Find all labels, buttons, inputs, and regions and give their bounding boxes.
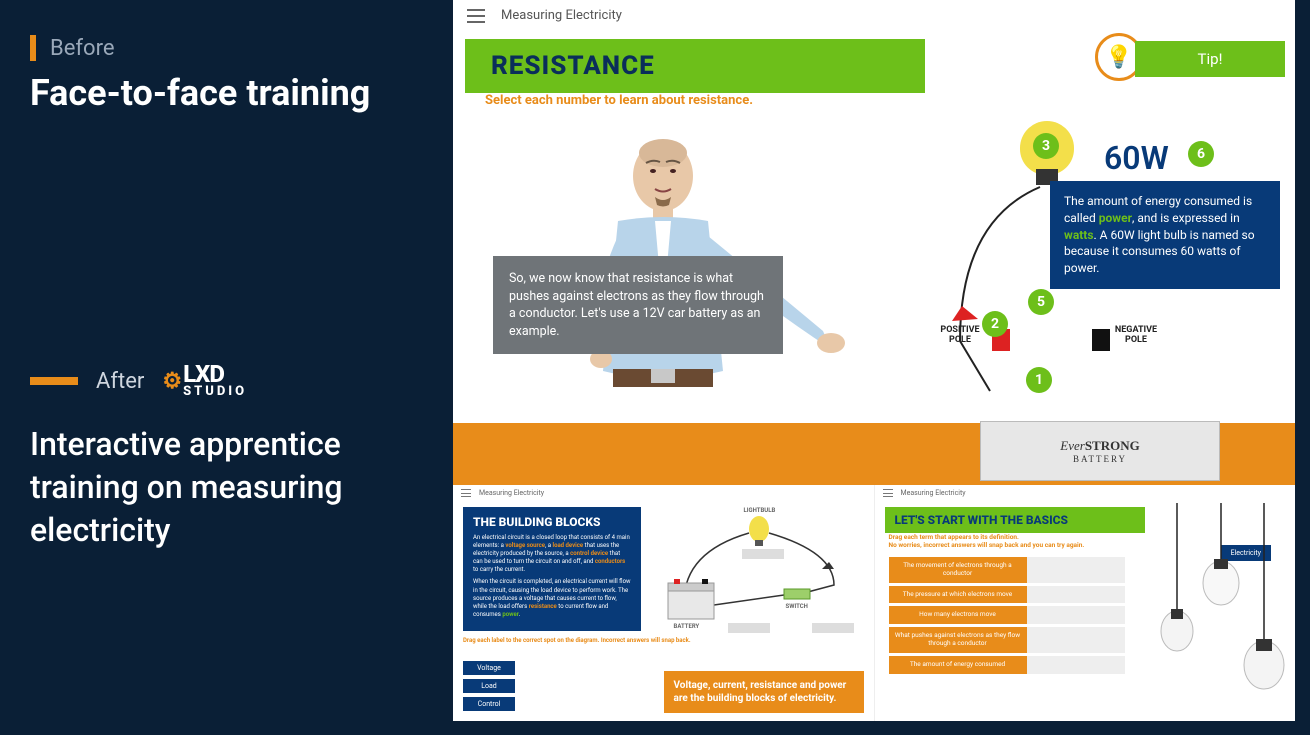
kw: resistance [529, 603, 557, 610]
drop-slot[interactable] [1027, 586, 1125, 604]
kw: conductors [595, 558, 625, 565]
wattage-label: 60W [1104, 139, 1169, 177]
hotspot-5[interactable]: 5 [1028, 289, 1054, 315]
before-label: Before [50, 36, 115, 61]
before-title: Face-to-face training [30, 73, 410, 114]
drop-slot[interactable] [812, 623, 854, 633]
drop-slot[interactable] [1027, 627, 1125, 653]
before-accent-bar [30, 35, 36, 61]
panel-heading: THE BUILDING BLOCKS [473, 515, 631, 529]
module-breadcrumb: Measuring Electricity [479, 489, 544, 497]
drag-instruction: Drag each label to the correct spot on t… [463, 637, 691, 645]
kw: voltage source [505, 542, 545, 549]
logo-text-top: LXD [183, 364, 247, 386]
drop-slot[interactable] [742, 549, 784, 559]
after-accent-bar [30, 377, 78, 385]
battery-sublabel: BATTERY [1073, 454, 1127, 464]
screenshot-composite: Measuring Electricity RESISTANCE 💡 Tip! … [453, 0, 1295, 718]
callout-text: , and is expressed in [1132, 211, 1240, 225]
after-title: Interactive apprentice training on measu… [30, 423, 410, 553]
mini-module-building-blocks: Measuring Electricity THE BUILDING BLOCK… [453, 485, 874, 721]
definition-cell: The pressure at which electrons move [889, 586, 1027, 604]
drop-slot[interactable] [1027, 656, 1125, 674]
tip-button[interactable]: Tip! [1135, 41, 1285, 77]
drag-token-load[interactable]: Load [463, 679, 515, 693]
negative-terminal [1092, 329, 1110, 351]
drag-token-voltage[interactable]: Voltage [463, 661, 515, 675]
definition-cell: What pushes against electrons as they fl… [889, 627, 1027, 653]
hotspot-6[interactable]: 6 [1188, 141, 1214, 167]
panel-text: . [519, 611, 521, 618]
logo-text-bottom: STUDIO [183, 386, 247, 398]
battery-brand: Ever [1060, 438, 1085, 453]
kw: load device [552, 542, 583, 549]
switch-label: SWITCH [786, 603, 808, 610]
definition-cell: How many electrons move [889, 606, 1027, 624]
module-breadcrumb: Measuring Electricity [901, 489, 966, 497]
page-title-banner: LET'S START WITH THE BASICS [885, 507, 1145, 533]
negative-pole-label: NEGATIVE POLE [1112, 326, 1160, 346]
hamburger-icon[interactable] [467, 9, 485, 23]
instruction-text: Select each number to learn about resist… [485, 93, 753, 108]
battery-label: BATTERY [674, 623, 700, 630]
hanging-bulbs-illustration [1149, 503, 1289, 713]
lxd-studio-logo: ⚙ LXD STUDIO [162, 364, 247, 397]
drop-slot[interactable] [728, 623, 770, 633]
gear-icon: ⚙ [162, 369, 181, 394]
positive-pole-label: POSITIVE POLE [936, 326, 984, 346]
wire-arc [920, 181, 1100, 411]
battery-illustration: EverSTRONG BATTERY [980, 421, 1220, 481]
hamburger-icon[interactable] [883, 489, 893, 497]
callout-kw-power: power [1099, 211, 1132, 225]
battery-brand-bold: STRONG [1085, 438, 1140, 453]
module-breadcrumb: Measuring Electricity [501, 8, 622, 23]
drop-slot[interactable] [1027, 606, 1125, 624]
drag-line1: Drag each term that appears to its defin… [889, 533, 1085, 541]
definition-cell: The amount of energy consumed [889, 656, 1027, 674]
definition-cell: The movement of electrons through a cond… [889, 557, 1027, 583]
summary-callout: Voltage, current, resistance and power a… [664, 671, 864, 713]
drag-line2: No worries, incorrect answers will snap … [889, 541, 1085, 549]
kw: control device [570, 550, 608, 557]
panel-text: to carry the current. [473, 566, 525, 573]
drag-token-control[interactable]: Control [463, 697, 515, 711]
circuit-diagram: 3 60W 6 The amount of energy consumed is… [920, 111, 1280, 481]
kw: power [502, 611, 519, 618]
after-label: After [96, 369, 144, 394]
mini-module-basics: Measuring Electricity LET'S START WITH T… [874, 485, 1296, 721]
hotspot-1[interactable]: 1 [1026, 367, 1052, 393]
hamburger-icon[interactable] [461, 489, 471, 497]
page-title-banner: RESISTANCE [465, 39, 925, 93]
hotspot-2[interactable]: 2 [982, 311, 1008, 337]
drag-instruction: Drag each term that appears to its defin… [889, 533, 1085, 550]
lightbulb-label: LIGHTBULB [744, 507, 776, 514]
drop-slot[interactable] [1027, 557, 1125, 583]
hotspot-3[interactable]: 3 [1033, 133, 1059, 159]
circuit-diagram-small: LIGHTBULB BATTERY SWITCH [654, 507, 864, 635]
speech-bubble: So, we now know that resistance is what … [493, 256, 783, 354]
info-panel: THE BUILDING BLOCKS An electrical circui… [463, 507, 641, 631]
